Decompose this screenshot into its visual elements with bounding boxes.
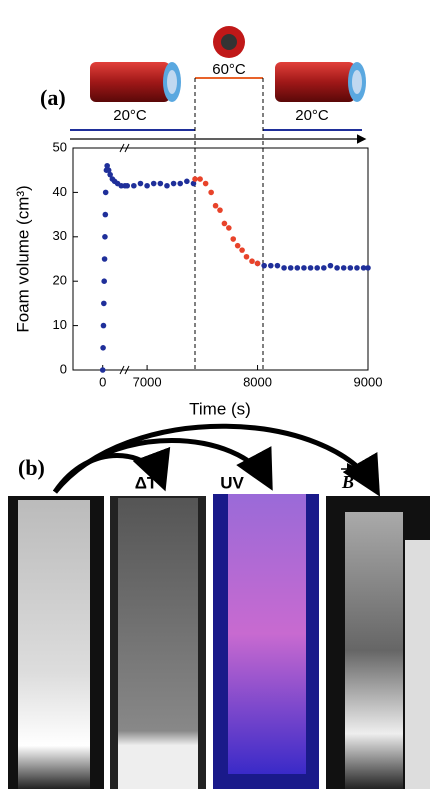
condition: 60°C xyxy=(212,61,246,78)
data-point xyxy=(170,180,177,187)
y-tick-label: 20 xyxy=(53,273,67,288)
x-tick-label: 9000 xyxy=(354,374,383,389)
data-point xyxy=(100,322,107,329)
photo xyxy=(8,494,430,789)
x-tick-label: 0 xyxy=(99,374,106,389)
data-point xyxy=(192,176,198,182)
data-point xyxy=(124,182,131,189)
data-point xyxy=(102,211,109,218)
data-point xyxy=(268,262,274,269)
data-point xyxy=(208,189,214,196)
data-point xyxy=(287,265,294,271)
data-point xyxy=(105,167,112,173)
plot-frame xyxy=(72,147,369,371)
x-tick-label: 8000 xyxy=(243,374,272,389)
y-tick-label: 40 xyxy=(53,184,67,199)
data-point xyxy=(230,236,237,242)
data-point xyxy=(197,176,203,182)
data-point xyxy=(100,345,106,351)
data-point xyxy=(99,367,106,373)
data-point xyxy=(281,265,287,271)
data-point xyxy=(144,182,150,189)
data-point xyxy=(177,180,184,187)
data-point xyxy=(101,256,108,262)
condition: 20°C xyxy=(113,107,147,124)
data-point xyxy=(314,265,320,271)
data-point xyxy=(137,180,144,187)
data-point xyxy=(217,207,223,213)
data-point xyxy=(360,265,367,271)
data-point xyxy=(365,265,371,271)
data-point xyxy=(261,262,267,269)
data-point xyxy=(301,265,307,271)
data-point xyxy=(234,242,241,249)
data-point xyxy=(164,182,170,189)
photo-label: ΔT xyxy=(135,473,158,492)
data-point xyxy=(212,202,219,209)
data-point xyxy=(254,260,261,267)
cylinder xyxy=(90,26,366,102)
data-point xyxy=(107,171,113,178)
data-point xyxy=(321,265,327,271)
axis-break xyxy=(119,143,130,375)
data-point xyxy=(249,258,255,265)
data-point xyxy=(202,180,209,187)
y-tick-label: 0 xyxy=(60,361,67,376)
y-tick-label: 30 xyxy=(53,228,67,243)
y-axis-label: Foam volume (cm³) xyxy=(13,185,32,332)
data-point xyxy=(340,265,347,271)
data-point xyxy=(239,247,245,253)
data-point xyxy=(334,265,340,271)
panel-label: (a) xyxy=(40,85,66,110)
data-point xyxy=(226,225,232,231)
data-point xyxy=(131,182,137,189)
data-point xyxy=(102,234,108,240)
data-point xyxy=(243,253,250,260)
data-point xyxy=(184,178,190,185)
data-point xyxy=(347,265,354,271)
data-point xyxy=(327,262,334,269)
data-point xyxy=(294,265,301,271)
data-point xyxy=(101,300,107,307)
data-point xyxy=(104,162,110,169)
data-point xyxy=(221,220,228,227)
data-point xyxy=(157,180,164,187)
y-tick-label: 10 xyxy=(53,317,67,332)
data-point xyxy=(150,180,157,187)
data-point xyxy=(101,278,107,285)
condition: 20°C xyxy=(295,107,329,124)
data-point xyxy=(354,265,360,271)
data-point xyxy=(307,265,314,271)
panel-label: (b) xyxy=(18,455,45,480)
photo-label: B xyxy=(341,472,354,492)
data-point xyxy=(102,189,109,196)
data-point xyxy=(190,180,197,187)
y-tick-label: 50 xyxy=(53,139,67,154)
photo-label: UV xyxy=(220,473,244,492)
arrow xyxy=(52,423,381,497)
x-axis-label: Time (s) xyxy=(189,399,251,418)
data-point xyxy=(274,262,281,269)
x-tick-label: 7000 xyxy=(133,374,162,389)
